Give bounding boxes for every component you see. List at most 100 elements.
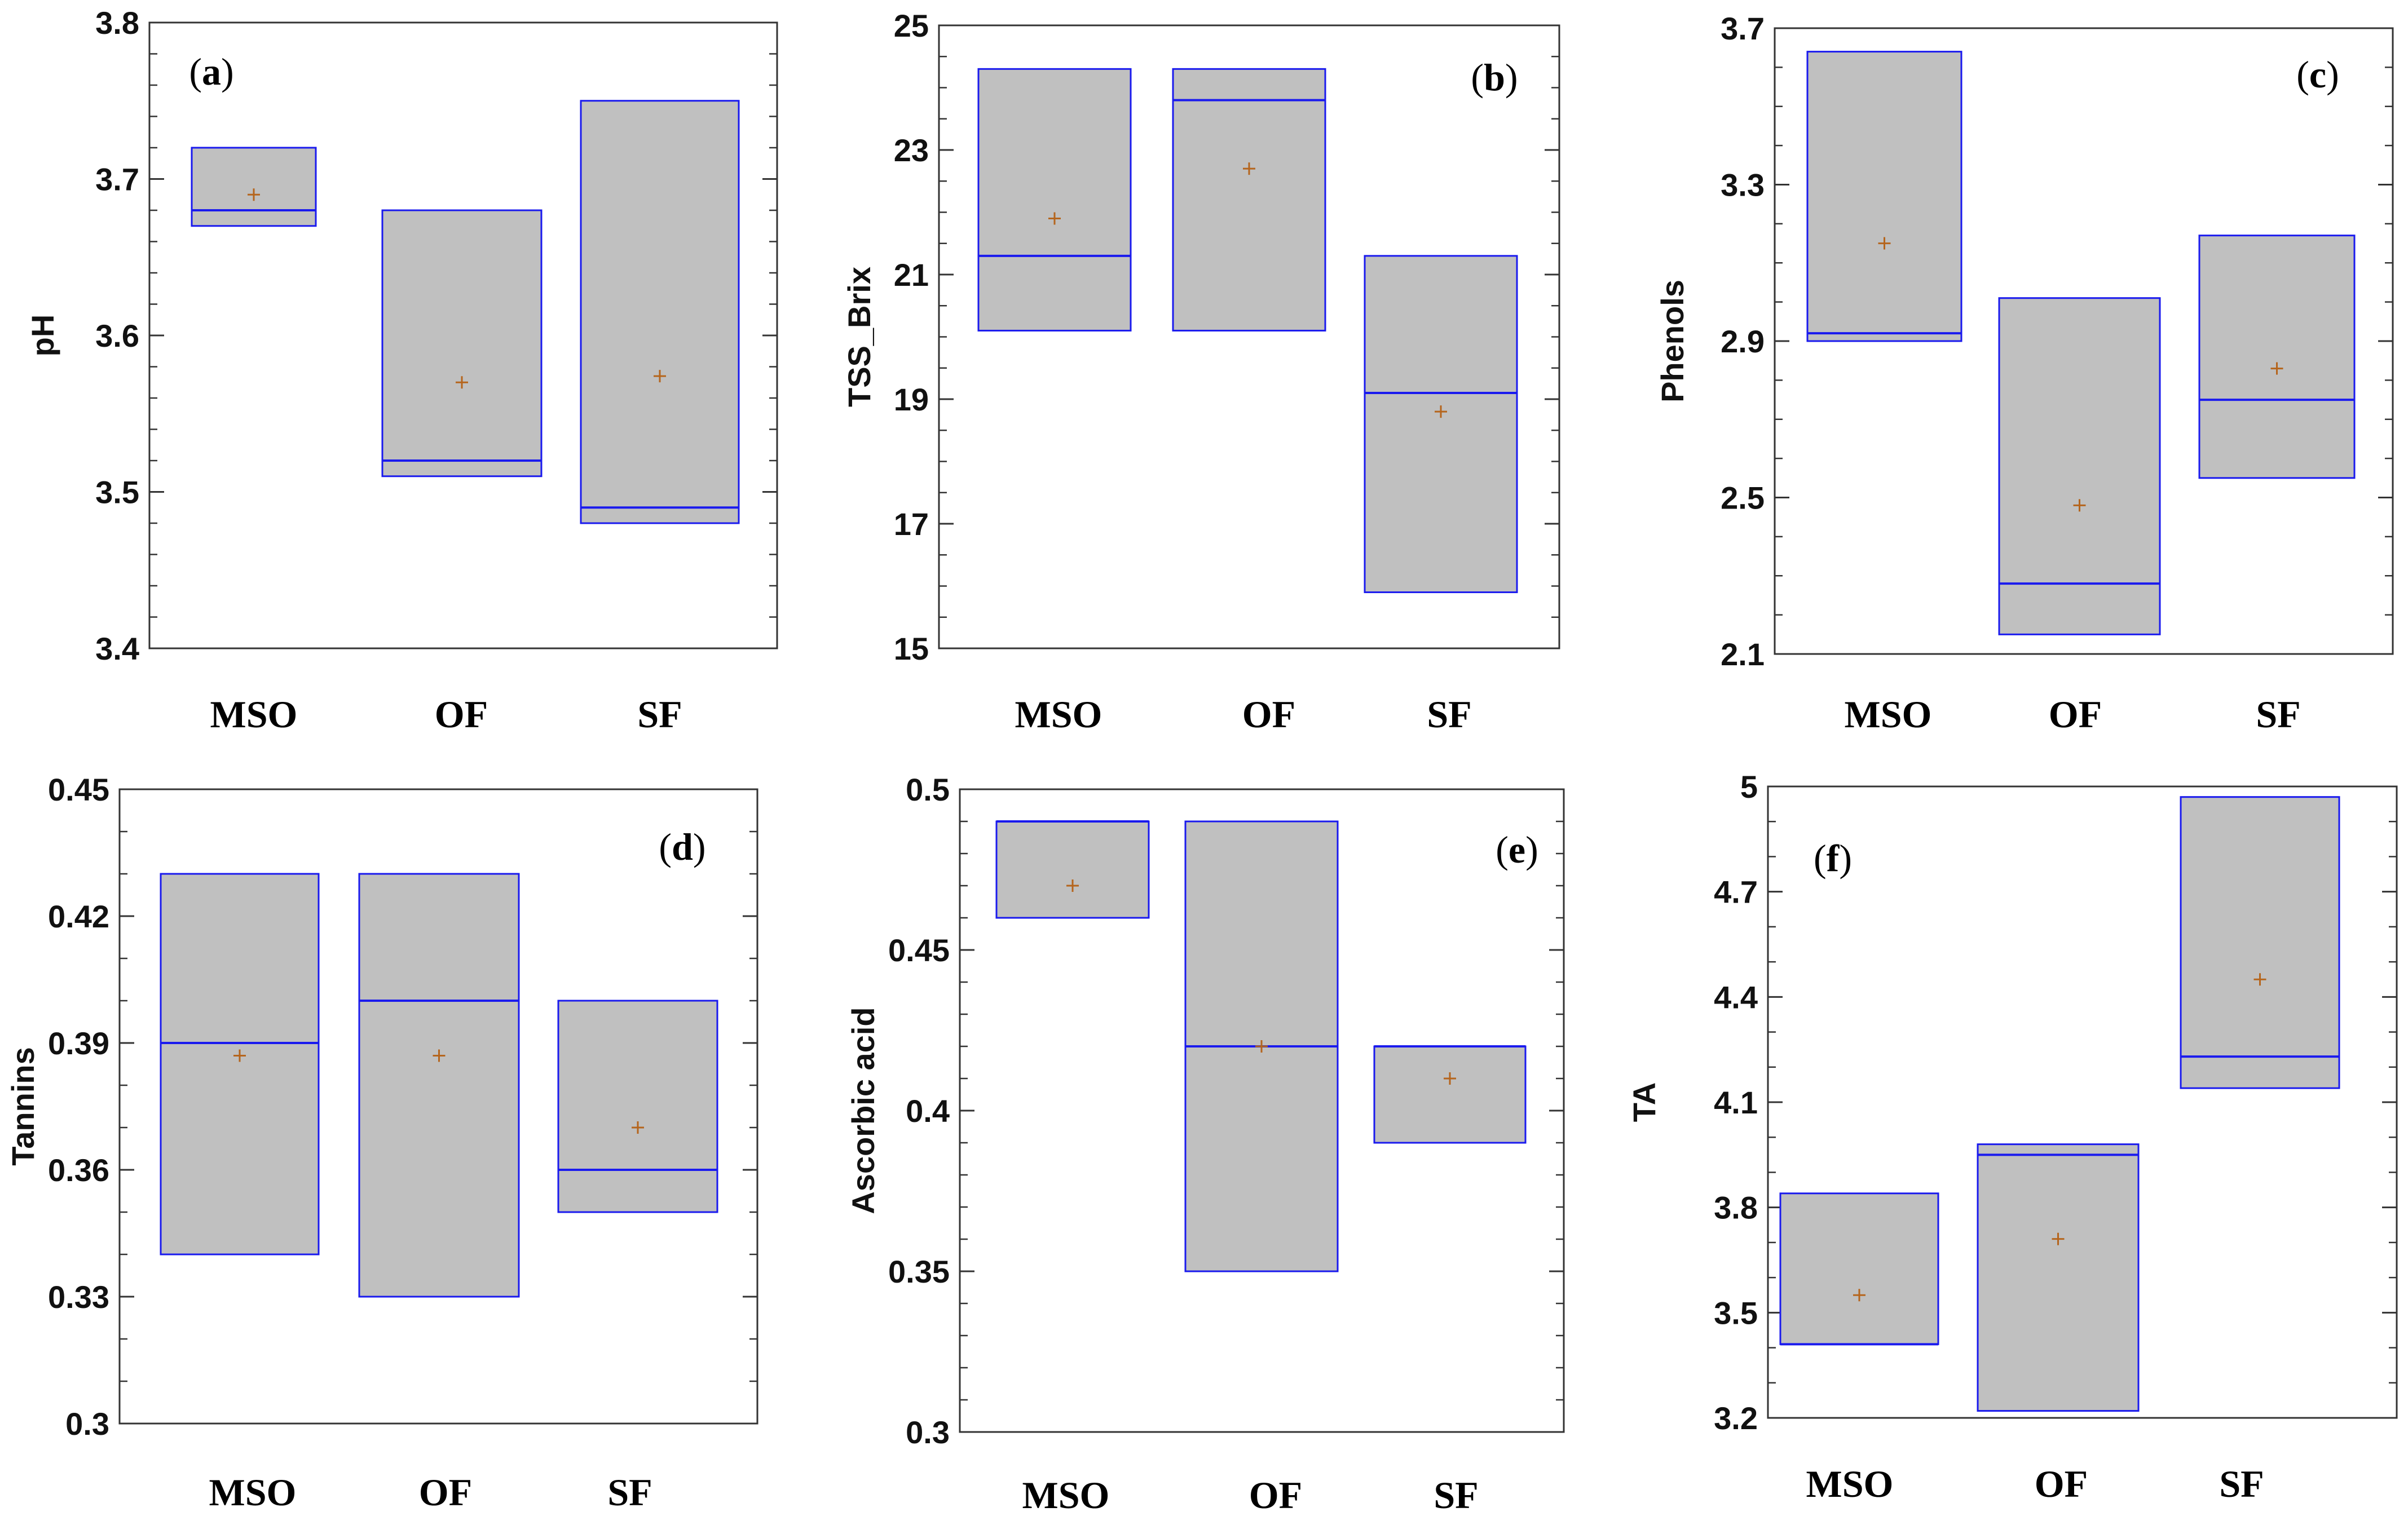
x-category-label: MSO (209, 1471, 297, 1514)
mean-marker-MSO (233, 1049, 246, 1062)
y-axis-label: pH (25, 315, 60, 357)
box-SF[interactable] (557, 1000, 718, 1213)
y-tick-label: 21 (894, 257, 929, 293)
y-axis-label: TSS_Brix (841, 267, 877, 407)
box-MSO[interactable] (1806, 51, 1962, 342)
x-category-label: MSO (1845, 693, 1932, 736)
box-SF[interactable] (2198, 235, 2356, 479)
chart-panel-f: 3.2 3.5 3.8 4.1 4.4 4.7 5 TA MSO OF SF (f) (1626, 769, 2398, 1505)
mean-marker-SF (654, 370, 666, 383)
x-category-label: OF (1242, 693, 1295, 736)
y-tick-label: 3.4 (95, 631, 139, 666)
box-SF[interactable] (1373, 1045, 1527, 1144)
y-tick-label: 4.7 (1714, 874, 1758, 910)
mean-marker-OF (433, 1049, 446, 1062)
x-category-label: OF (2035, 1462, 2088, 1505)
y-tick-label: 3.2 (1714, 1400, 1758, 1436)
mean-marker-OF (2052, 1232, 2065, 1245)
x-category-label: SF (2256, 693, 2300, 736)
y-tick-label: 0.4 (906, 1093, 950, 1129)
x-category-label: OF (2049, 693, 2102, 736)
mean-marker-SF (632, 1121, 644, 1134)
box-OF[interactable] (1977, 1143, 2140, 1412)
box-MSO[interactable] (995, 820, 1150, 919)
box-OF[interactable] (381, 209, 543, 478)
mean-marker-SF (2253, 973, 2266, 986)
mean-marker-SF (2270, 362, 2283, 375)
chart-panel-c: 2.1 2.5 2.9 3.3 3.7 Phenols MSO OF SF (c) (1655, 11, 2394, 736)
y-tick-label: 0.45 (48, 772, 109, 807)
y-tick-label: 3.5 (95, 475, 139, 510)
box-SF[interactable] (1364, 255, 1518, 594)
x-category-label: SF (637, 693, 682, 736)
y-tick-label: 0.45 (888, 932, 950, 968)
y-axis-label: Ascorbic acid (845, 1007, 881, 1214)
x-category-label: MSO (1806, 1462, 1894, 1505)
mean-marker-OF (1243, 162, 1255, 175)
x-category-label: OF (435, 693, 488, 736)
box-SF[interactable] (2180, 796, 2340, 1089)
y-tick-label: 0.33 (48, 1279, 109, 1315)
y-tick-label: 2.1 (1721, 636, 1765, 672)
y-tick-label: 3.8 (95, 5, 139, 41)
y-tick-label: 0.42 (48, 899, 109, 934)
mean-marker-MSO (1066, 879, 1079, 892)
y-tick-label: 0.3 (65, 1406, 109, 1442)
y-tick-label: 0.5 (906, 772, 950, 807)
panel-label: (a) (189, 50, 233, 93)
y-tick-label: 3.7 (1721, 11, 1765, 46)
y-tick-label: 2.5 (1721, 480, 1765, 516)
y-tick-label: 19 (894, 382, 929, 417)
y-tick-label: 23 (894, 132, 929, 168)
x-category-label: OF (419, 1471, 472, 1514)
mean-marker-MSO (1048, 212, 1061, 225)
y-tick-label: 2.9 (1721, 324, 1765, 359)
chart-panel-a: 3.4 3.5 3.6 3.7 3.8 pH MSO OF SF (a) (25, 5, 778, 736)
chart-panel-d: 0.3 0.33 0.36 0.39 0.42 0.45 Tannins MSO OF SF (d) (5, 772, 758, 1514)
plot-frame (118, 788, 758, 1425)
panel-label: (d) (659, 825, 705, 868)
box-OF[interactable] (1998, 297, 2161, 635)
mean-marker-SF (1444, 1072, 1456, 1085)
x-category-label: SF (2219, 1462, 2264, 1505)
box-SF[interactable] (580, 100, 740, 524)
x-category-label: SF (607, 1471, 652, 1514)
box-MSO[interactable] (1779, 1192, 1939, 1345)
y-tick-label: 3.5 (1714, 1295, 1758, 1330)
y-axis-label: Phenols (1655, 280, 1690, 403)
panel-label: (c) (2296, 53, 2339, 96)
y-tick-label: 5 (1740, 769, 1758, 805)
x-category-label: MSO (1022, 1474, 1110, 1517)
x-category-label: SF (1434, 1474, 1478, 1517)
y-tick-label: 0.36 (48, 1152, 109, 1188)
panel-label: (b) (1471, 56, 1518, 99)
box-OF[interactable] (358, 873, 520, 1298)
y-tick-label: 4.4 (1714, 979, 1758, 1015)
y-tick-label: 3.7 (95, 162, 139, 197)
y-tick-label: 0.39 (48, 1025, 109, 1061)
x-category-label: SF (1427, 693, 1471, 736)
y-tick-label: 3.3 (1721, 167, 1765, 203)
box-MSO[interactable] (191, 147, 317, 227)
y-tick-label: 3.6 (95, 318, 139, 353)
mean-marker-OF (1255, 1040, 1268, 1053)
chart-panel-e: 0.3 0.35 0.4 0.45 0.5 Ascorbic acid MSO OF SF (e) (845, 772, 1565, 1517)
mean-marker-MSO (248, 188, 260, 201)
mean-marker-MSO (1878, 237, 1891, 250)
panel-label: (e) (1496, 828, 1538, 871)
y-tick-label: 0.3 (906, 1415, 950, 1450)
x-category-label: OF (1249, 1474, 1302, 1517)
chart-panel-b: 15 17 19 21 23 25 TSS_Brix MSO OF SF (b) (841, 8, 1560, 736)
mean-marker-MSO (1853, 1289, 1865, 1302)
y-tick-label: 15 (894, 631, 929, 666)
y-tick-label: 25 (894, 8, 929, 43)
mean-marker-OF (2073, 499, 2086, 512)
box-OF[interactable] (1172, 68, 1326, 331)
y-axis-label: Tannins (5, 1047, 41, 1166)
y-axis-label: TA (1626, 1082, 1662, 1122)
y-tick-label: 4.1 (1714, 1085, 1758, 1120)
mean-marker-OF (456, 376, 468, 389)
box-MSO[interactable] (977, 68, 1132, 331)
box-MSO[interactable] (160, 873, 320, 1256)
